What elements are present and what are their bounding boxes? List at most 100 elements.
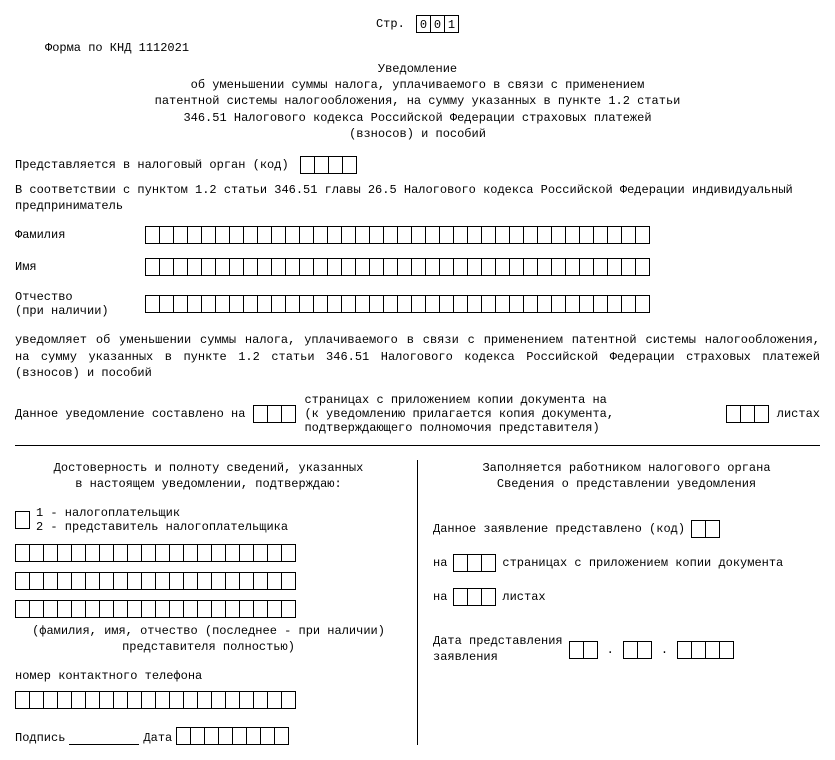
input-cell[interactable] <box>188 295 202 313</box>
input-cell[interactable] <box>300 258 314 276</box>
input-cell[interactable] <box>174 258 188 276</box>
input-cell[interactable] <box>254 405 268 423</box>
input-cell[interactable] <box>156 600 170 618</box>
input-cell[interactable] <box>468 295 482 313</box>
date-yyyy-grid[interactable] <box>677 641 734 659</box>
input-cell[interactable] <box>212 572 226 590</box>
input-cell[interactable] <box>538 226 552 244</box>
input-cell[interactable] <box>100 691 114 709</box>
input-cell[interactable] <box>314 226 328 244</box>
input-cell[interactable] <box>636 258 650 276</box>
input-cell[interactable] <box>146 258 160 276</box>
input-cell[interactable] <box>44 544 58 562</box>
compose-pages-grid[interactable] <box>253 405 296 423</box>
input-cell[interactable] <box>170 691 184 709</box>
input-cell[interactable] <box>426 295 440 313</box>
right-sheets-grid[interactable] <box>453 588 496 606</box>
phone-grid[interactable] <box>15 691 296 709</box>
input-cell[interactable] <box>202 226 216 244</box>
input-cell[interactable] <box>468 258 482 276</box>
input-cell[interactable] <box>329 156 343 174</box>
input-cell[interactable] <box>261 727 275 745</box>
input-cell[interactable] <box>524 226 538 244</box>
input-cell[interactable] <box>622 258 636 276</box>
input-cell[interactable] <box>58 572 72 590</box>
input-cell[interactable] <box>524 258 538 276</box>
input-cell[interactable] <box>636 226 650 244</box>
signature-line[interactable] <box>69 730 139 745</box>
input-cell[interactable] <box>342 295 356 313</box>
input-cell[interactable] <box>184 544 198 562</box>
input-cell[interactable] <box>86 600 100 618</box>
input-cell[interactable] <box>315 156 329 174</box>
input-cell[interactable] <box>212 691 226 709</box>
input-cell[interactable] <box>58 544 72 562</box>
input-cell[interactable] <box>594 295 608 313</box>
input-cell[interactable] <box>727 405 741 423</box>
input-cell[interactable] <box>258 258 272 276</box>
input-cell[interactable] <box>72 691 86 709</box>
input-cell[interactable] <box>86 691 100 709</box>
input-cell[interactable] <box>202 258 216 276</box>
input-cell[interactable] <box>16 544 30 562</box>
selector-grid[interactable] <box>15 511 30 529</box>
input-cell[interactable] <box>240 691 254 709</box>
input-cell[interactable] <box>254 600 268 618</box>
input-cell[interactable] <box>160 258 174 276</box>
input-cell[interactable] <box>538 295 552 313</box>
input-cell[interactable] <box>328 226 342 244</box>
input-cell[interactable] <box>258 295 272 313</box>
input-cell[interactable] <box>552 258 566 276</box>
tax-code-grid[interactable] <box>300 156 357 174</box>
input-cell[interactable] <box>191 727 205 745</box>
input-cell[interactable] <box>128 691 142 709</box>
input-cell[interactable] <box>216 295 230 313</box>
input-cell[interactable] <box>100 600 114 618</box>
input-cell[interactable] <box>580 226 594 244</box>
input-cell[interactable] <box>128 544 142 562</box>
input-cell[interactable] <box>244 226 258 244</box>
input-cell[interactable] <box>30 544 44 562</box>
input-cell[interactable] <box>706 520 720 538</box>
input-cell[interactable] <box>342 226 356 244</box>
input-cell[interactable] <box>468 588 482 606</box>
input-cell[interactable] <box>216 226 230 244</box>
input-cell[interactable] <box>510 226 524 244</box>
input-cell[interactable] <box>72 572 86 590</box>
input-cell[interactable] <box>692 641 706 659</box>
input-cell[interactable] <box>174 226 188 244</box>
input-cell[interactable] <box>100 572 114 590</box>
input-cell[interactable] <box>170 544 184 562</box>
input-cell[interactable] <box>254 572 268 590</box>
input-cell[interactable] <box>44 691 58 709</box>
date-dd-grid[interactable] <box>569 641 598 659</box>
input-cell[interactable] <box>156 691 170 709</box>
input-cell[interactable] <box>226 544 240 562</box>
input-cell[interactable] <box>692 520 706 538</box>
input-cell[interactable] <box>454 588 468 606</box>
input-cell[interactable] <box>720 641 734 659</box>
input-cell[interactable] <box>272 258 286 276</box>
input-cell[interactable] <box>426 226 440 244</box>
input-cell[interactable] <box>226 600 240 618</box>
input-cell[interactable] <box>580 258 594 276</box>
input-cell[interactable] <box>258 226 272 244</box>
input-cell[interactable] <box>30 600 44 618</box>
input-cell[interactable] <box>608 295 622 313</box>
input-cell[interactable] <box>282 600 296 618</box>
input-cell[interactable] <box>244 258 258 276</box>
input-cell[interactable] <box>482 295 496 313</box>
input-cell[interactable] <box>156 544 170 562</box>
input-cell[interactable] <box>566 295 580 313</box>
input-cell[interactable] <box>328 295 342 313</box>
input-cell[interactable] <box>440 258 454 276</box>
input-cell[interactable] <box>384 258 398 276</box>
input-cell[interactable] <box>100 544 114 562</box>
input-cell[interactable] <box>233 727 247 745</box>
input-cell[interactable] <box>114 600 128 618</box>
input-cell[interactable] <box>72 600 86 618</box>
firstname-grid[interactable] <box>145 258 650 276</box>
input-cell[interactable] <box>412 295 426 313</box>
input-cell[interactable] <box>412 258 426 276</box>
input-cell[interactable] <box>58 691 72 709</box>
